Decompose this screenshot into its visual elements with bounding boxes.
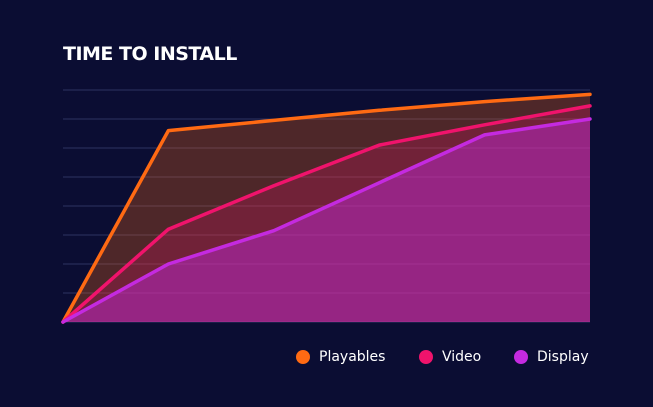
- legend-swatch-video: [419, 350, 433, 364]
- series-line-video: [61, 104, 592, 324]
- chart-legend: Playables Video Display: [0, 346, 653, 368]
- series-area-display: [63, 119, 590, 322]
- series-line-display: [61, 117, 592, 324]
- legend-item-video: Video: [419, 346, 481, 368]
- legend-label-playables: Playables: [319, 349, 386, 365]
- legend-item-playables: Playables: [296, 346, 385, 368]
- series-area-video: [63, 105, 590, 323]
- legend-item-display: Display: [514, 346, 589, 368]
- chart-title: TIME TO INSTALL: [63, 43, 237, 65]
- series-areas: [63, 94, 590, 323]
- series-line-playables: [61, 92, 592, 324]
- series-lines: [61, 92, 592, 324]
- legend-swatch-playables: [296, 350, 310, 364]
- legend-label-display: Display: [537, 349, 589, 365]
- legend-label-video: Video: [442, 349, 482, 365]
- legend-swatch-display: [514, 350, 528, 364]
